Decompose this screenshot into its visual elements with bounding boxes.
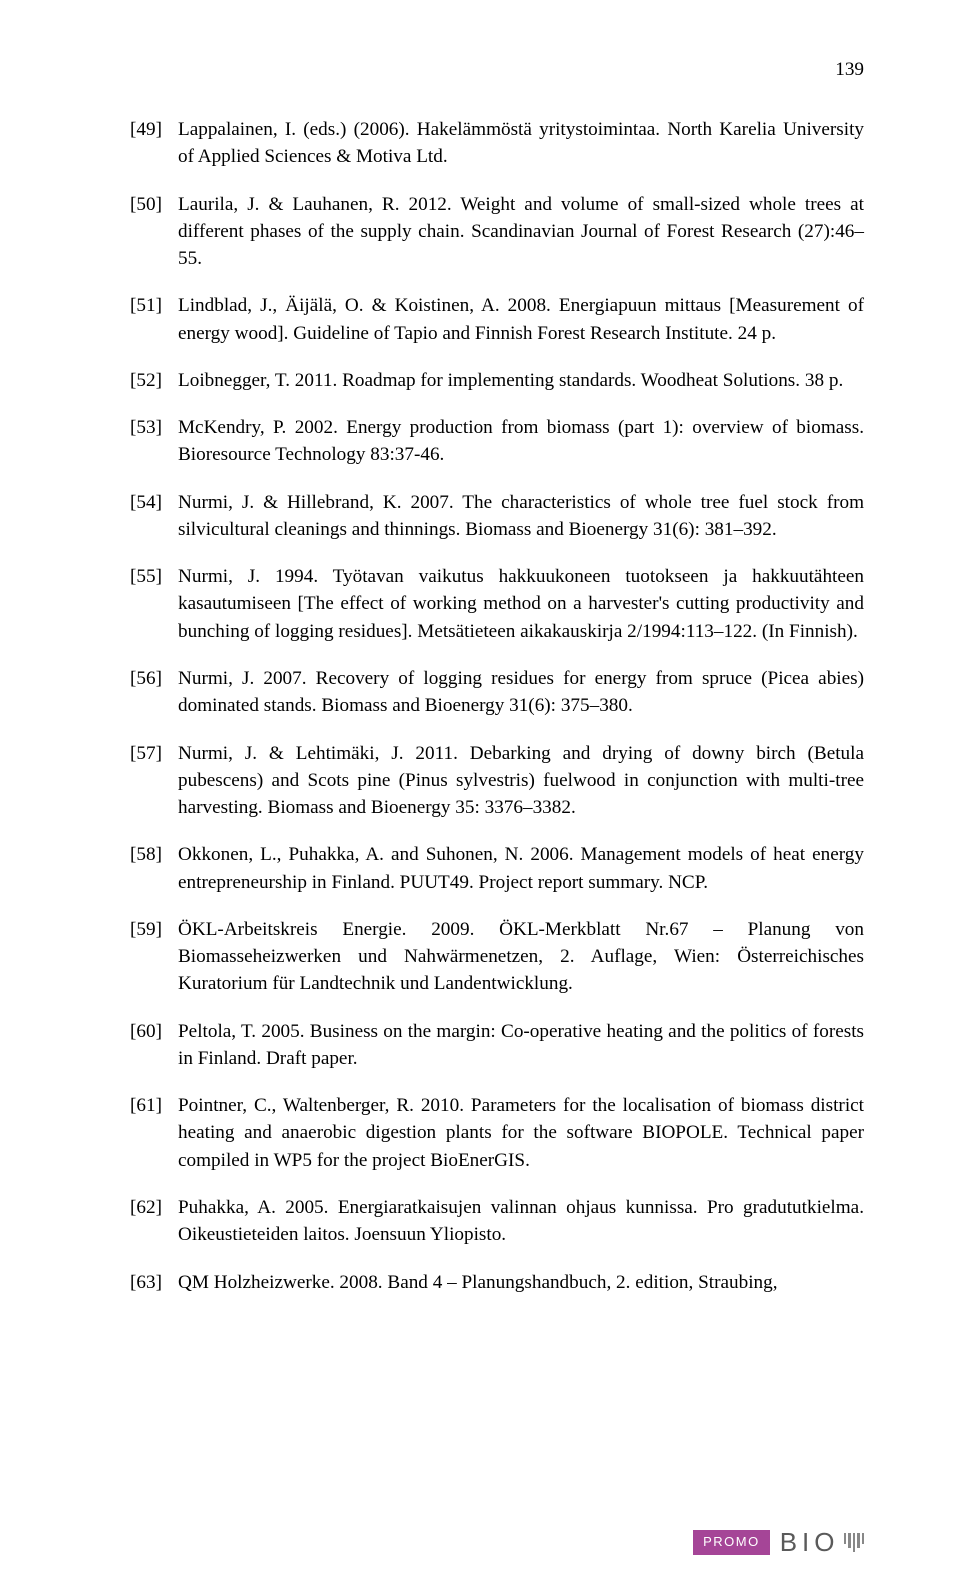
reference-item: [60] Peltola, T. 2005. Business on the m… (130, 1018, 864, 1073)
reference-item: [55] Nurmi, J. 1994. Työtavan vaikutus h… (130, 563, 864, 645)
reference-number: [52] (130, 367, 178, 394)
reference-number: [55] (130, 563, 178, 645)
footer-bio-text: BIO (780, 1524, 864, 1561)
reference-text: Nurmi, J. & Hillebrand, K. 2007. The cha… (178, 489, 864, 544)
reference-number: [62] (130, 1194, 178, 1249)
reference-number: [53] (130, 414, 178, 469)
reference-number: [51] (130, 292, 178, 347)
reference-item: [58] Okkonen, L., Puhakka, A. and Suhone… (130, 841, 864, 896)
page-number: 139 (835, 56, 864, 83)
reference-number: [56] (130, 665, 178, 720)
reference-number: [60] (130, 1018, 178, 1073)
reference-number: [57] (130, 740, 178, 822)
reference-number: [54] (130, 489, 178, 544)
reference-text: Puhakka, A. 2005. Energiaratkaisujen val… (178, 1194, 864, 1249)
reference-item: [61] Pointner, C., Waltenberger, R. 2010… (130, 1092, 864, 1174)
reference-number: [49] (130, 116, 178, 171)
reference-number: [50] (130, 191, 178, 273)
reference-item: [56] Nurmi, J. 2007. Recovery of logging… (130, 665, 864, 720)
reference-item: [49] Lappalainen, I. (eds.) (2006). Hake… (130, 116, 864, 171)
footer-promo-badge: PROMO (693, 1530, 770, 1554)
reference-item: [63] QM Holzheizwerke. 2008. Band 4 – Pl… (130, 1269, 864, 1296)
reference-item: [51] Lindblad, J., Äijälä, O. & Koistine… (130, 292, 864, 347)
reference-item: [54] Nurmi, J. & Hillebrand, K. 2007. Th… (130, 489, 864, 544)
reference-number: [63] (130, 1269, 178, 1296)
reference-item: [50] Laurila, J. & Lauhanen, R. 2012. We… (130, 191, 864, 273)
footer-logo: PROMO BIO (693, 1524, 864, 1561)
reference-number: [58] (130, 841, 178, 896)
reference-text: Lappalainen, I. (eds.) (2006). Hakelämmö… (178, 116, 864, 171)
reference-item: [59] ÖKL-Arbeitskreis Energie. 2009. ÖKL… (130, 916, 864, 998)
reference-item: [53] McKendry, P. 2002. Energy productio… (130, 414, 864, 469)
reference-number: [59] (130, 916, 178, 998)
footer-bars-icon (844, 1533, 865, 1552)
reference-text: QM Holzheizwerke. 2008. Band 4 – Planung… (178, 1269, 864, 1296)
reference-text: Okkonen, L., Puhakka, A. and Suhonen, N.… (178, 841, 864, 896)
reference-item: [52] Loibnegger, T. 2011. Roadmap for im… (130, 367, 864, 394)
reference-text: Nurmi, J. 1994. Työtavan vaikutus hakkuu… (178, 563, 864, 645)
reference-text: Nurmi, J. & Lehtimäki, J. 2011. Debarkin… (178, 740, 864, 822)
page: 139 [49] Lappalainen, I. (eds.) (2006). … (0, 0, 960, 1591)
reference-text: Laurila, J. & Lauhanen, R. 2012. Weight … (178, 191, 864, 273)
reference-text: McKendry, P. 2002. Energy production fro… (178, 414, 864, 469)
reference-text: Peltola, T. 2005. Business on the margin… (178, 1018, 864, 1073)
reference-item: [62] Puhakka, A. 2005. Energiaratkaisuje… (130, 1194, 864, 1249)
reference-text: Loibnegger, T. 2011. Roadmap for impleme… (178, 367, 864, 394)
reference-item: [57] Nurmi, J. & Lehtimäki, J. 2011. Deb… (130, 740, 864, 822)
reference-number: [61] (130, 1092, 178, 1174)
reference-text: ÖKL-Arbeitskreis Energie. 2009. ÖKL-Merk… (178, 916, 864, 998)
reference-list: [49] Lappalainen, I. (eds.) (2006). Hake… (130, 116, 864, 1296)
footer-bio-label: BIO (780, 1524, 840, 1561)
reference-text: Lindblad, J., Äijälä, O. & Koistinen, A.… (178, 292, 864, 347)
reference-text: Pointner, C., Waltenberger, R. 2010. Par… (178, 1092, 864, 1174)
reference-text: Nurmi, J. 2007. Recovery of logging resi… (178, 665, 864, 720)
